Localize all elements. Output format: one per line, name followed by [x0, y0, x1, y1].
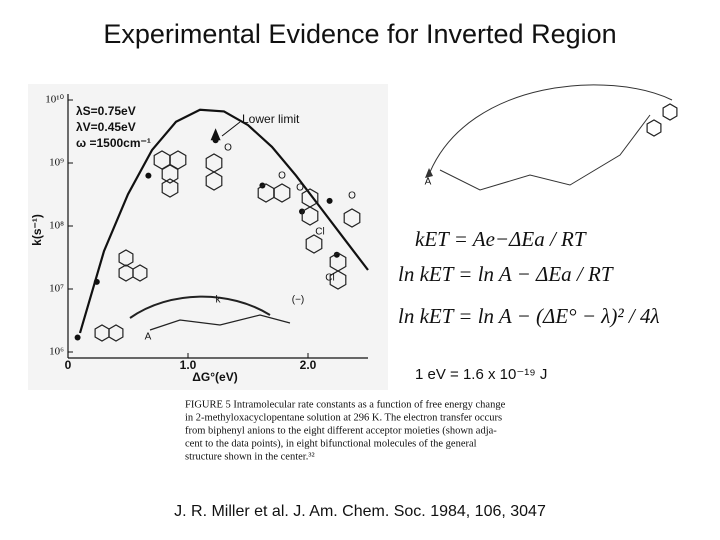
parameter: λV=0.45eV [76, 120, 136, 134]
molecule-ring [132, 264, 148, 282]
annotation-pointer [221, 121, 241, 137]
structure-label: Cl [315, 227, 324, 238]
structure-bonds [149, 314, 291, 331]
structure-label: Cl [325, 273, 334, 284]
structure-label: O [348, 191, 356, 202]
molecule-ring [273, 183, 291, 203]
structure-arc [429, 84, 673, 173]
molecule-ring [118, 249, 134, 267]
figure-caption: in 2-methyloxacyclopentane solution at 2… [185, 412, 502, 423]
structure-label: O [278, 171, 286, 182]
y-tick-label: 10⁶ [49, 346, 64, 358]
molecule-ring [343, 208, 361, 228]
molecule-ring [161, 178, 179, 198]
data-point [74, 334, 81, 341]
structure-label: A [145, 332, 152, 343]
theory-curve [78, 108, 369, 334]
equation: ln kET = ln A − (ΔE° − λ)² / 4λ [398, 304, 660, 328]
equation: ln kET = ln A − ΔEa / RT [398, 262, 614, 286]
data-point [145, 172, 152, 179]
arrow-head [425, 168, 433, 178]
slide-title: Experimental Evidence for Inverted Regio… [103, 19, 616, 49]
structure-label: O [296, 183, 304, 194]
parameter: λS=0.75eV [76, 104, 136, 118]
annotation: Lower limit [242, 112, 300, 126]
structure-label: O [224, 143, 232, 154]
molecule-ring [161, 164, 179, 184]
scan-background [28, 84, 388, 390]
molecule-ring [305, 234, 323, 254]
molecule-ring [329, 270, 347, 290]
data-point [326, 197, 333, 204]
molecule-ring [205, 171, 223, 191]
structure-label: (−) [292, 295, 305, 306]
citation: J. R. Miller et al. J. Am. Chem. Soc. 19… [174, 503, 546, 520]
x-tick-label: 2.0 [300, 358, 317, 372]
unit-note: 1 eV = 1.6 x 10⁻¹⁹ J [415, 366, 547, 383]
molecule-ring [301, 206, 319, 226]
y-tick-label: 10⁹ [49, 157, 64, 169]
x-tick-label: 0 [65, 358, 72, 372]
reaction-arc [129, 295, 271, 319]
figure-caption: from biphenyl anions to the eight differ… [185, 425, 497, 436]
parameter: ω =1500cm⁻¹ [76, 136, 151, 150]
x-tick-label: 1.0 [180, 358, 197, 372]
equation: kET = Ae−ΔEa / RT [415, 227, 587, 251]
molecule-ring [108, 324, 124, 342]
molecule-ring [662, 103, 678, 121]
figure-caption: FIGURE 5 Intramolecular rate constants a… [185, 399, 506, 410]
figure-caption: cent to the data points), in eight bifun… [185, 438, 477, 449]
y-tick-label: 10¹⁰ [45, 94, 64, 106]
structure-label: k [216, 295, 222, 306]
x-axis-label: ΔG°(eV) [192, 370, 237, 384]
structure-bonds [439, 114, 651, 191]
molecule-ring [646, 119, 662, 137]
structure-label: A [425, 177, 432, 188]
lower-limit-arrow [210, 128, 221, 141]
y-tick-label: 10⁷ [49, 283, 64, 295]
y-axis-label: k(s⁻¹) [30, 214, 44, 246]
y-tick-label: 10⁸ [49, 220, 64, 232]
figure-caption: structure shown in the center.³² [185, 451, 315, 462]
